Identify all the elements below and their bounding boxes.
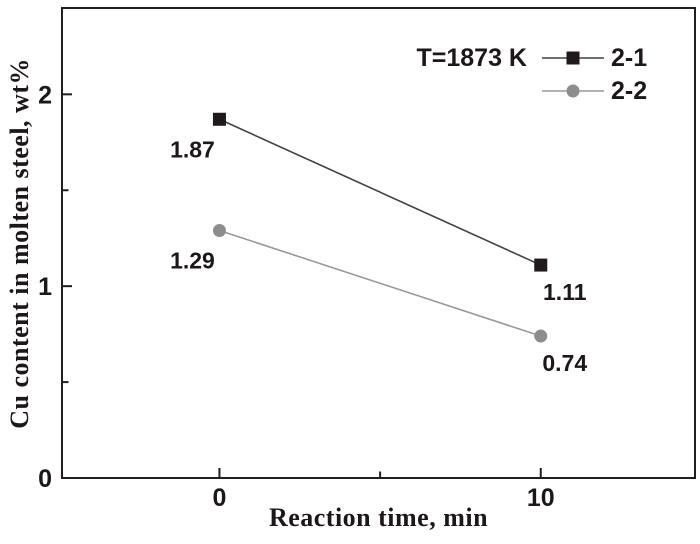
y-tick-label: 1	[38, 273, 52, 301]
y-tick-label: 0	[38, 465, 52, 493]
x-axis-title: Reaction time, min	[268, 503, 489, 532]
legend-sample-2-1	[542, 51, 604, 65]
data-point-marker-circle	[534, 329, 548, 343]
x-tick-label: 0	[212, 484, 226, 512]
data-point-label: 1.29	[170, 248, 215, 274]
data-point-marker-circle	[212, 224, 226, 238]
plot-border	[61, 7, 696, 479]
legend-sample-2-2	[542, 84, 604, 98]
data-point-marker-square	[534, 258, 548, 272]
series-line-2-2	[219, 229, 542, 337]
y-tick-label: 2	[38, 81, 52, 109]
legend-series-label: 2-1	[611, 43, 648, 72]
legend-sample-marker-circle	[566, 84, 580, 98]
legend-title: T=1873 K	[416, 43, 528, 72]
legend-row: 2-2	[395, 76, 647, 106]
data-point-marker-square	[212, 112, 226, 126]
legend-series-label: 2-2	[611, 76, 648, 105]
legend-sample-marker-square	[566, 51, 580, 65]
legend-row: T=1873 K 2-1	[395, 43, 648, 73]
data-point-label: 1.11	[543, 279, 587, 305]
series-line-2-1	[219, 118, 542, 266]
legend: T=1873 K 2-1 2-2	[395, 43, 648, 106]
data-point-label: 0.74	[542, 350, 587, 376]
data-point-label: 1.87	[170, 136, 215, 162]
x-tick-label: 10	[527, 484, 555, 512]
